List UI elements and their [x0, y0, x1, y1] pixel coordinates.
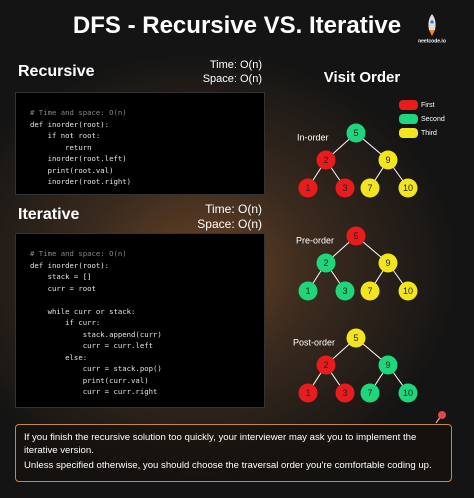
code-line: stack.append(curr): [30, 329, 162, 339]
node-label: 5: [353, 128, 358, 138]
node-label: 2: [323, 155, 328, 165]
node-label: 3: [342, 388, 347, 398]
node: [398, 178, 418, 198]
node: [316, 150, 336, 170]
node-label: 2: [323, 258, 328, 268]
node: [346, 123, 366, 143]
tree-label: Pre-order: [296, 235, 334, 245]
node-label: 5: [353, 231, 358, 241]
code-line: curr = curr.left: [30, 341, 154, 350]
code-line: # Time and space: O(n): [30, 249, 127, 258]
node-label: 7: [367, 286, 372, 296]
recursive-heading: Recursive: [18, 63, 95, 80]
code-line: def inorder(root):: [30, 260, 110, 270]
code-line: curr = root: [30, 283, 96, 293]
legend-label: Third: [421, 130, 437, 137]
iterative-heading: Iterative: [18, 206, 80, 223]
code-line: curr = stack.pop(): [30, 364, 162, 373]
note-text: Unless specified otherwise, you should c…: [24, 460, 432, 471]
node-label: 9: [385, 155, 390, 165]
pin: [435, 411, 446, 424]
node: [335, 178, 355, 198]
legend-swatch: [399, 114, 418, 124]
logo-icon: [428, 14, 436, 36]
visit-order-title: Visit Order: [324, 69, 401, 86]
node: [346, 328, 366, 348]
node: [398, 281, 418, 301]
code-line: else:: [30, 352, 88, 362]
legend-swatch: [399, 128, 418, 138]
node: [398, 383, 418, 403]
node-label: 1: [305, 183, 310, 193]
node: [335, 383, 355, 403]
title: DFS - Recursive VS. Iterative: [72, 12, 402, 39]
node: [316, 253, 336, 273]
code-line: return: [30, 142, 92, 152]
code-line: inorder(root.left): [30, 154, 127, 163]
node: [298, 383, 318, 403]
legend-label: Second: [421, 116, 445, 123]
node-label: 10: [403, 388, 413, 398]
node-label: 9: [385, 360, 390, 370]
node: [335, 281, 355, 301]
node-label: 2: [323, 360, 328, 370]
code-block: # Time and space: O(n) def inorder(root):…: [15, 92, 265, 195]
code-line: print(curr.val): [30, 375, 149, 385]
node-label: 9: [385, 258, 390, 268]
note-text: If you finish the recursive solution too…: [24, 432, 417, 456]
code-line: if curr:: [30, 318, 101, 327]
tree-label: Post-order: [293, 337, 335, 347]
node-label: 7: [367, 388, 372, 398]
tree-label: In-order: [297, 132, 329, 142]
node-label: 1: [305, 388, 310, 398]
code-line: print(root.val): [30, 165, 114, 175]
code-line: stack = []: [30, 272, 92, 281]
node: [360, 178, 380, 198]
code-line: while curr or stack:: [30, 306, 136, 316]
node-label: 10: [403, 286, 413, 296]
node-label: 3: [342, 286, 347, 296]
space: Space: O(n): [202, 73, 262, 85]
node: [298, 178, 318, 198]
node-label: 5: [353, 333, 358, 343]
code-line: curr = curr.right: [30, 387, 158, 396]
time: Time: O(n): [205, 202, 262, 216]
node: [360, 281, 380, 301]
code-line: inorder(root.right): [30, 177, 132, 186]
node-label: 10: [403, 183, 413, 193]
code-line: # Time and space: O(n): [30, 108, 127, 117]
code-block: # Time and space: O(n) def inorder(root):…: [15, 233, 265, 408]
trees: First Second Third In-order 5 2 9 1 3 7 10 Pre-orde…: [293, 100, 445, 403]
node-label: 7: [367, 183, 372, 193]
node-label: 3: [342, 183, 347, 193]
node: [378, 253, 398, 273]
legend-swatch: [399, 100, 418, 110]
code-line: def inorder(root):: [30, 119, 110, 129]
node: [360, 383, 380, 403]
code-line: if not root:: [30, 131, 101, 140]
node-label: 1: [305, 286, 310, 296]
time: Time: O(n): [209, 59, 262, 71]
logo-text: neetcode.io: [418, 38, 446, 44]
node: [346, 226, 366, 246]
node: [378, 355, 398, 375]
node: [316, 355, 336, 375]
legend-label: First: [421, 102, 435, 109]
node: [378, 150, 398, 170]
note-box: If you finish the recursive solution too…: [15, 424, 452, 482]
node: [298, 281, 318, 301]
space: Space: O(n): [197, 217, 262, 231]
spacer: [30, 294, 264, 306]
